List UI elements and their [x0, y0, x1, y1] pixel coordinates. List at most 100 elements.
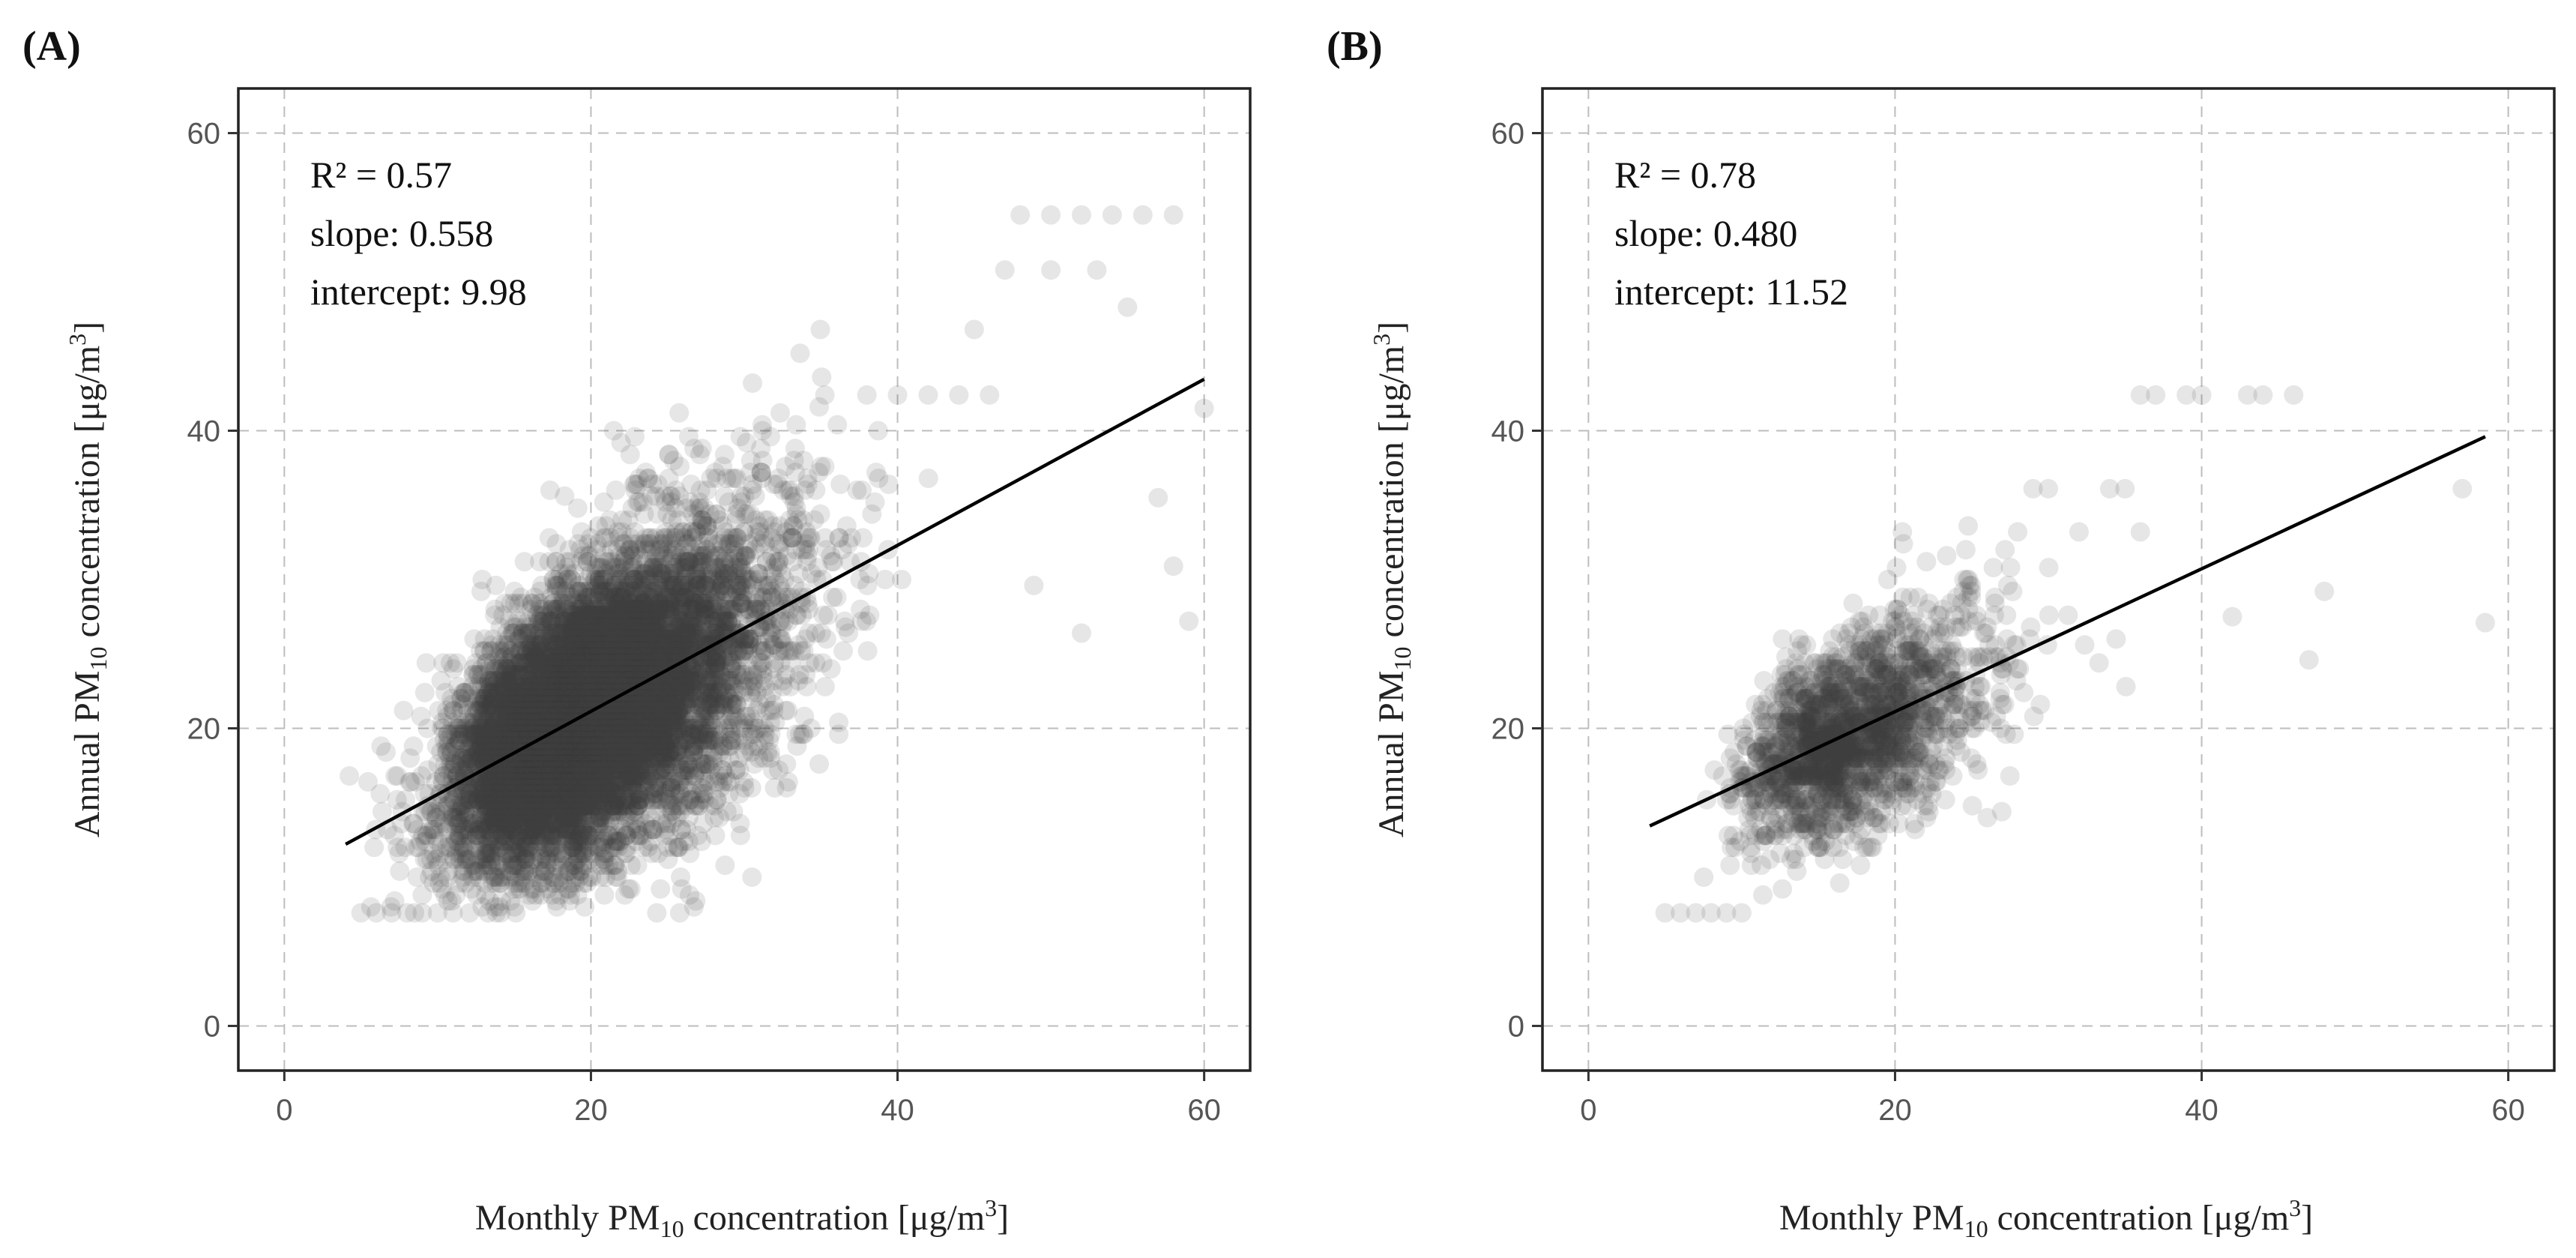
data-point	[518, 801, 538, 822]
data-point	[555, 730, 575, 750]
data-point	[572, 813, 591, 834]
data-point	[560, 760, 580, 780]
data-point	[508, 754, 528, 774]
data-point	[562, 700, 582, 720]
data-point	[507, 783, 527, 804]
data-point	[612, 641, 633, 661]
data-point	[456, 873, 476, 893]
data-point	[565, 611, 585, 631]
data-point	[832, 540, 852, 560]
data-point	[465, 724, 485, 744]
data-point	[693, 665, 714, 684]
data-point	[572, 676, 592, 696]
data-point	[568, 801, 588, 822]
data-point	[505, 754, 525, 774]
data-point	[571, 742, 591, 762]
data-point	[612, 599, 633, 619]
data-point	[568, 724, 588, 744]
data-point	[474, 730, 495, 750]
data-point	[584, 742, 604, 762]
data-point	[486, 730, 505, 750]
data-point	[546, 736, 566, 756]
data-point	[543, 659, 564, 679]
data-point	[541, 694, 561, 714]
data-point	[508, 766, 528, 786]
data-point	[527, 718, 547, 738]
data-point	[477, 771, 497, 792]
data-point	[507, 736, 528, 756]
data-point	[476, 843, 496, 864]
data-point	[403, 736, 423, 756]
data-point	[547, 575, 567, 595]
data-point	[512, 641, 532, 661]
data-point	[627, 706, 647, 726]
data-point	[510, 712, 530, 732]
data-point	[517, 783, 537, 804]
data-point	[747, 682, 767, 702]
data-point	[521, 777, 541, 798]
data-point	[544, 783, 564, 804]
data-point	[1024, 575, 1044, 595]
data-point	[626, 629, 646, 649]
data-point	[551, 676, 571, 696]
data-point	[605, 676, 625, 696]
data-point	[420, 819, 440, 840]
data-point	[756, 552, 776, 572]
data-point	[675, 599, 696, 619]
data-point	[537, 712, 558, 732]
data-point	[535, 688, 555, 708]
data-point	[752, 659, 773, 679]
data-point	[543, 837, 563, 858]
data-point	[569, 581, 589, 601]
data-point	[672, 879, 692, 899]
data-point	[563, 617, 582, 637]
data-point	[548, 688, 568, 708]
data-point	[651, 879, 671, 899]
data-point	[673, 617, 693, 637]
data-point	[578, 783, 598, 804]
data-point	[623, 581, 643, 601]
data-point	[755, 534, 776, 554]
data-point	[520, 700, 540, 720]
data-point	[652, 581, 672, 601]
data-point	[578, 777, 598, 798]
data-point	[684, 599, 705, 619]
data-point	[770, 534, 790, 554]
data-point	[678, 581, 699, 601]
data-point	[370, 783, 390, 804]
data-point	[667, 676, 687, 696]
data-point	[847, 480, 867, 500]
data-point	[627, 712, 647, 732]
data-point	[662, 510, 682, 530]
data-point	[558, 647, 579, 667]
data-point	[563, 760, 583, 780]
data-point	[540, 694, 559, 714]
data-point	[558, 754, 579, 774]
data-point	[681, 671, 701, 690]
data-point	[672, 676, 693, 696]
data-point	[631, 760, 651, 780]
data-point	[708, 718, 729, 738]
data-point	[541, 676, 561, 696]
data-point	[472, 813, 492, 834]
data-point	[703, 676, 723, 696]
data-point	[782, 641, 802, 661]
data-point	[667, 700, 687, 720]
data-point	[569, 754, 589, 774]
data-point	[578, 676, 598, 696]
data-point	[561, 742, 582, 762]
data-point	[570, 813, 590, 834]
data-point	[577, 748, 597, 768]
data-point	[607, 641, 627, 661]
data-point	[560, 766, 579, 786]
data-point	[639, 748, 660, 768]
data-point	[562, 635, 582, 655]
data-point	[566, 694, 586, 714]
data-point	[640, 659, 660, 679]
data-point	[613, 771, 633, 792]
data-point	[502, 819, 522, 840]
data-point	[414, 682, 435, 702]
data-point	[581, 611, 601, 631]
data-point	[558, 688, 579, 708]
data-point	[594, 801, 614, 822]
